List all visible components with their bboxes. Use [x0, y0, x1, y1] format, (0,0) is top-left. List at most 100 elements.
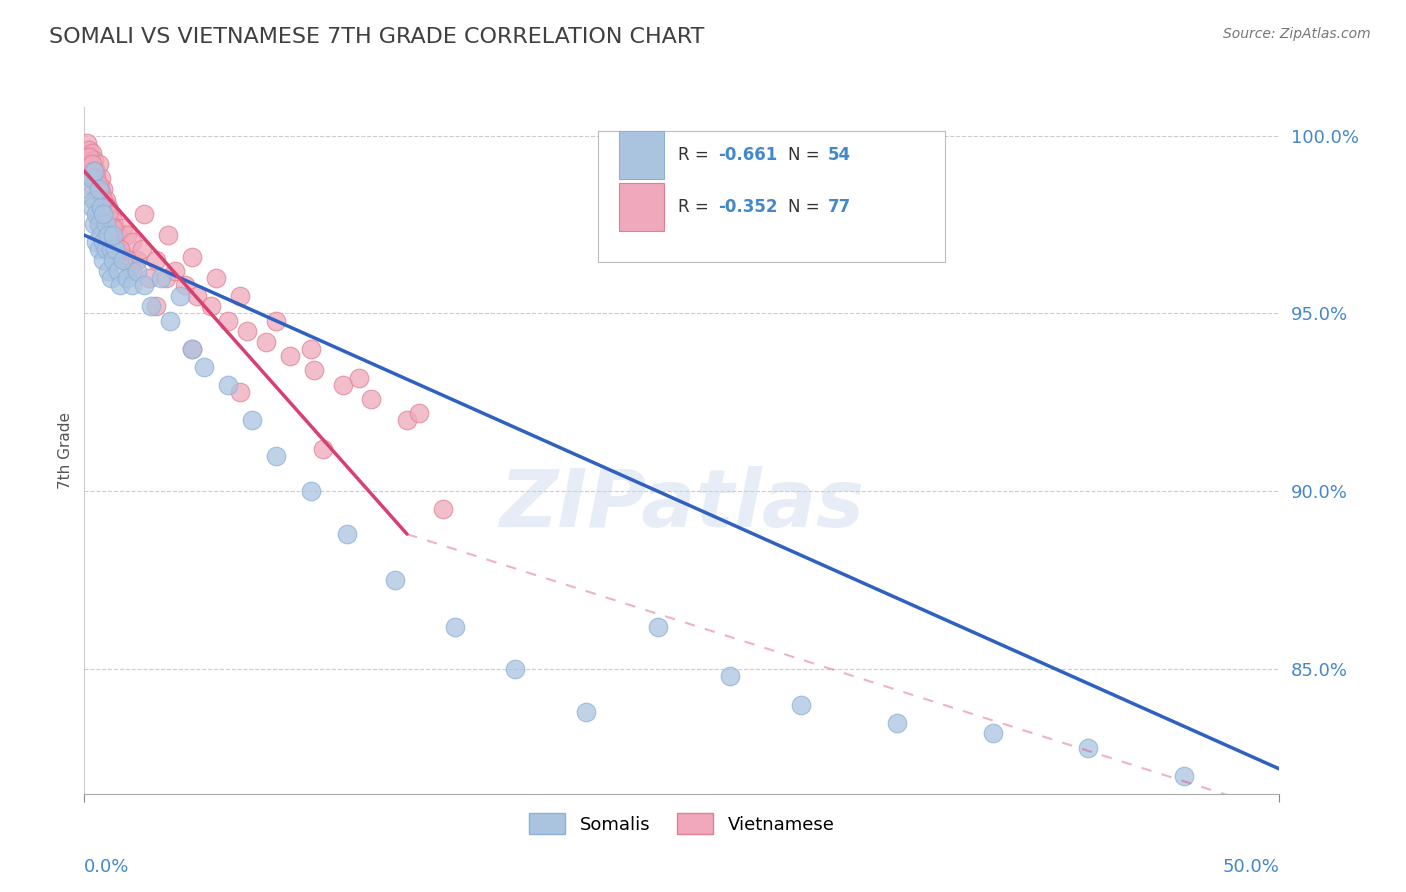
Point: [87, 157, 110, 171]
Point: [93, 207, 115, 221]
Point: [83, 193, 105, 207]
Point: [97, 207, 120, 221]
Point: [1077, 740, 1099, 755]
Point: [117, 271, 139, 285]
Point: [173, 277, 195, 292]
Point: [77, 182, 100, 196]
Point: [111, 221, 134, 235]
Point: [101, 214, 124, 228]
Point: [101, 253, 124, 268]
Point: [83, 153, 105, 168]
Point: [181, 250, 204, 264]
Point: [332, 377, 354, 392]
Point: [101, 228, 124, 243]
Point: [77, 143, 100, 157]
Point: [131, 243, 153, 257]
Point: [981, 726, 1004, 740]
Point: [87, 178, 110, 193]
Point: [229, 288, 252, 302]
Text: -0.661: -0.661: [718, 146, 778, 164]
Point: [94, 221, 117, 235]
Point: [205, 271, 228, 285]
Point: [396, 413, 419, 427]
Text: -0.352: -0.352: [718, 198, 778, 216]
Point: [301, 342, 323, 356]
Point: [1173, 769, 1195, 783]
Point: [100, 207, 122, 221]
Text: 0.0%: 0.0%: [84, 858, 129, 876]
Point: [110, 277, 132, 292]
Point: [97, 264, 120, 278]
Point: [121, 235, 143, 250]
Point: [217, 377, 239, 392]
Point: [90, 171, 112, 186]
Point: [86, 207, 108, 221]
Point: [94, 218, 117, 232]
Point: [186, 288, 208, 302]
Point: [93, 235, 115, 250]
Point: [86, 164, 108, 178]
Point: [87, 243, 110, 257]
Point: [80, 171, 103, 186]
Point: [104, 221, 127, 235]
Point: [169, 288, 191, 302]
Point: [138, 271, 160, 285]
Point: [94, 200, 117, 214]
Point: [145, 253, 167, 268]
Point: [236, 324, 259, 338]
Point: [93, 193, 115, 207]
Point: [240, 413, 263, 427]
Point: [157, 228, 180, 243]
Point: [100, 271, 122, 285]
Point: [90, 228, 112, 243]
Point: [104, 243, 127, 257]
Point: [360, 392, 382, 406]
Point: [117, 228, 139, 243]
Point: [87, 207, 110, 221]
Point: [97, 228, 120, 243]
Point: [264, 313, 287, 327]
Point: [83, 164, 105, 178]
Point: [149, 271, 172, 285]
Text: SOMALI VS VIETNAMESE 7TH GRADE CORRELATION CHART: SOMALI VS VIETNAMESE 7TH GRADE CORRELATI…: [49, 27, 704, 46]
Point: [94, 193, 117, 207]
Point: [200, 299, 222, 313]
Point: [110, 243, 132, 257]
Point: [77, 164, 100, 178]
Point: [86, 171, 108, 186]
Point: [94, 243, 117, 257]
Point: [503, 662, 526, 676]
Text: R =: R =: [678, 198, 714, 216]
Point: [93, 253, 115, 268]
Point: [575, 705, 598, 719]
Point: [97, 228, 120, 243]
Point: [159, 313, 181, 327]
Point: [87, 182, 110, 196]
Point: [336, 527, 359, 541]
Text: N =: N =: [789, 146, 825, 164]
Point: [384, 574, 406, 588]
Point: [886, 715, 908, 730]
Point: [790, 698, 813, 712]
Text: 50.0%: 50.0%: [1223, 858, 1279, 876]
Point: [83, 164, 105, 178]
Point: [349, 370, 371, 384]
Point: [93, 182, 115, 196]
Point: [312, 442, 335, 456]
Point: [301, 484, 323, 499]
Point: [107, 228, 129, 243]
Point: [193, 359, 215, 374]
Legend: Somalis, Vietnamese: Somalis, Vietnamese: [520, 805, 844, 843]
Point: [121, 277, 143, 292]
Point: [80, 146, 103, 161]
Point: [132, 277, 156, 292]
FancyBboxPatch shape: [599, 131, 945, 261]
Bar: [619, 131, 664, 179]
Point: [86, 235, 108, 250]
Point: [107, 264, 129, 278]
Point: [229, 384, 252, 399]
Point: [302, 363, 325, 377]
Point: [83, 218, 105, 232]
Point: [80, 200, 103, 214]
Point: [90, 200, 112, 214]
